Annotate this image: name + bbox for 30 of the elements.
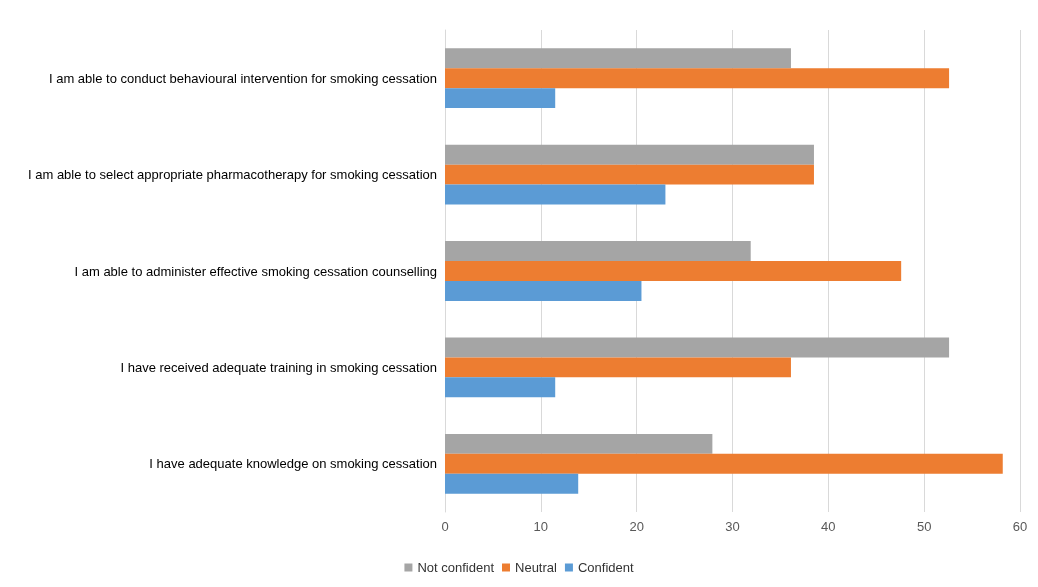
- x-tick-label: 50: [916, 519, 932, 534]
- x-tick-label: 40: [821, 519, 836, 534]
- legend-label: Not confident: [417, 560, 495, 575]
- bar: [445, 377, 556, 398]
- bar: [445, 241, 751, 262]
- legend-label: Neutral: [515, 560, 558, 575]
- bar: [445, 453, 1003, 474]
- x-tick-label: 10: [533, 519, 549, 534]
- bar: [445, 433, 713, 454]
- legend-label: Confident: [577, 560, 634, 575]
- y-tick-label: I am able to select appropriate pharmacotherapy for smoking cessation: [28, 167, 437, 183]
- x-tick-label: 60: [1012, 519, 1028, 534]
- bar: [445, 337, 950, 358]
- x-tick-label: 20: [629, 519, 644, 534]
- x-tick-label: 30: [725, 519, 740, 534]
- bar: [445, 280, 642, 301]
- bar: [445, 357, 791, 378]
- bar: [445, 68, 950, 89]
- bar: [445, 473, 579, 494]
- bar: [445, 144, 814, 165]
- bar: [445, 184, 666, 205]
- bar: [445, 261, 902, 281]
- bar: [445, 48, 791, 69]
- y-tick-label: I am able to administer effective smoking cessation counselling: [74, 263, 437, 279]
- bar: [445, 164, 814, 185]
- y-tick-label: I have received adequate training in smoking cessation: [120, 359, 437, 375]
- y-tick-label: I am able to conduct behavioural intervention for smoking cessation: [48, 70, 437, 86]
- bar: [445, 88, 556, 109]
- y-tick-label: I have adequate knowledge on smoking cessation: [149, 456, 437, 472]
- x-tick-label: 0: [441, 519, 449, 534]
